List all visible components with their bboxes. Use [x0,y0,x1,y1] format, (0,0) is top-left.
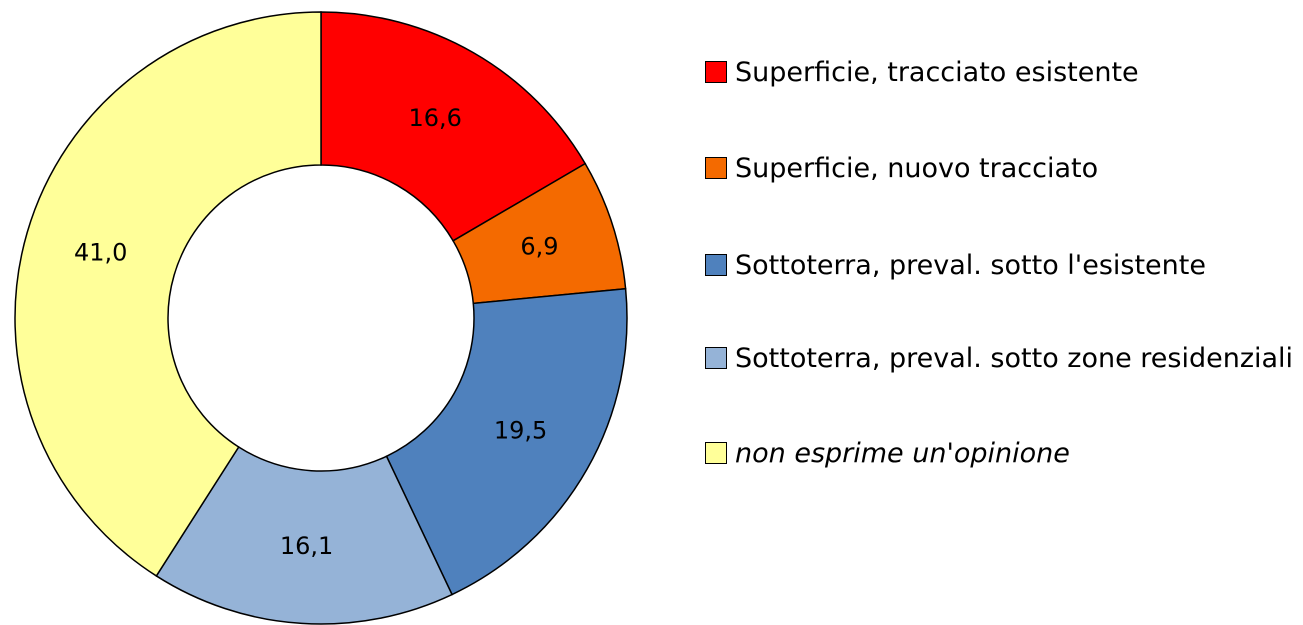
data-label: 6,9 [520,232,558,260]
data-label: 16,1 [280,532,333,560]
legend-label: Sottoterra, preval. sotto zone residenzi… [735,343,1294,374]
legend-swatch [705,61,727,83]
data-label: 16,6 [409,104,462,132]
legend-label: Superficie, nuovo tracciato [735,153,1099,184]
data-label: 41,0 [74,239,127,267]
slice [320,11,587,242]
legend-swatch [705,254,727,276]
legend-swatch [705,347,727,369]
legend-label: Superficie, tracciato esistente [735,57,1139,88]
legend-label: Sottoterra, preval. sotto l'esistente [735,250,1206,281]
legend-label: non esprime un'opinione [735,438,1070,469]
data-label: 19,5 [494,416,547,444]
slice [385,287,628,596]
slice [155,445,454,625]
legend-item: Superficie, tracciato esistente [705,49,1295,96]
legend-swatch [705,442,727,464]
legend-item: Superficie, nuovo tracciato [705,145,1295,192]
legend-item: Sottoterra, preval. sotto zone residenzi… [705,335,1295,382]
legend-item: Sottoterra, preval. sotto l'esistente [705,242,1295,289]
slice [14,11,322,577]
legend-swatch [705,157,727,179]
legend-item: non esprime un'opinione [705,430,1295,477]
donut: 16,6 6,9 19,5 16,1 41,0 [14,11,628,625]
